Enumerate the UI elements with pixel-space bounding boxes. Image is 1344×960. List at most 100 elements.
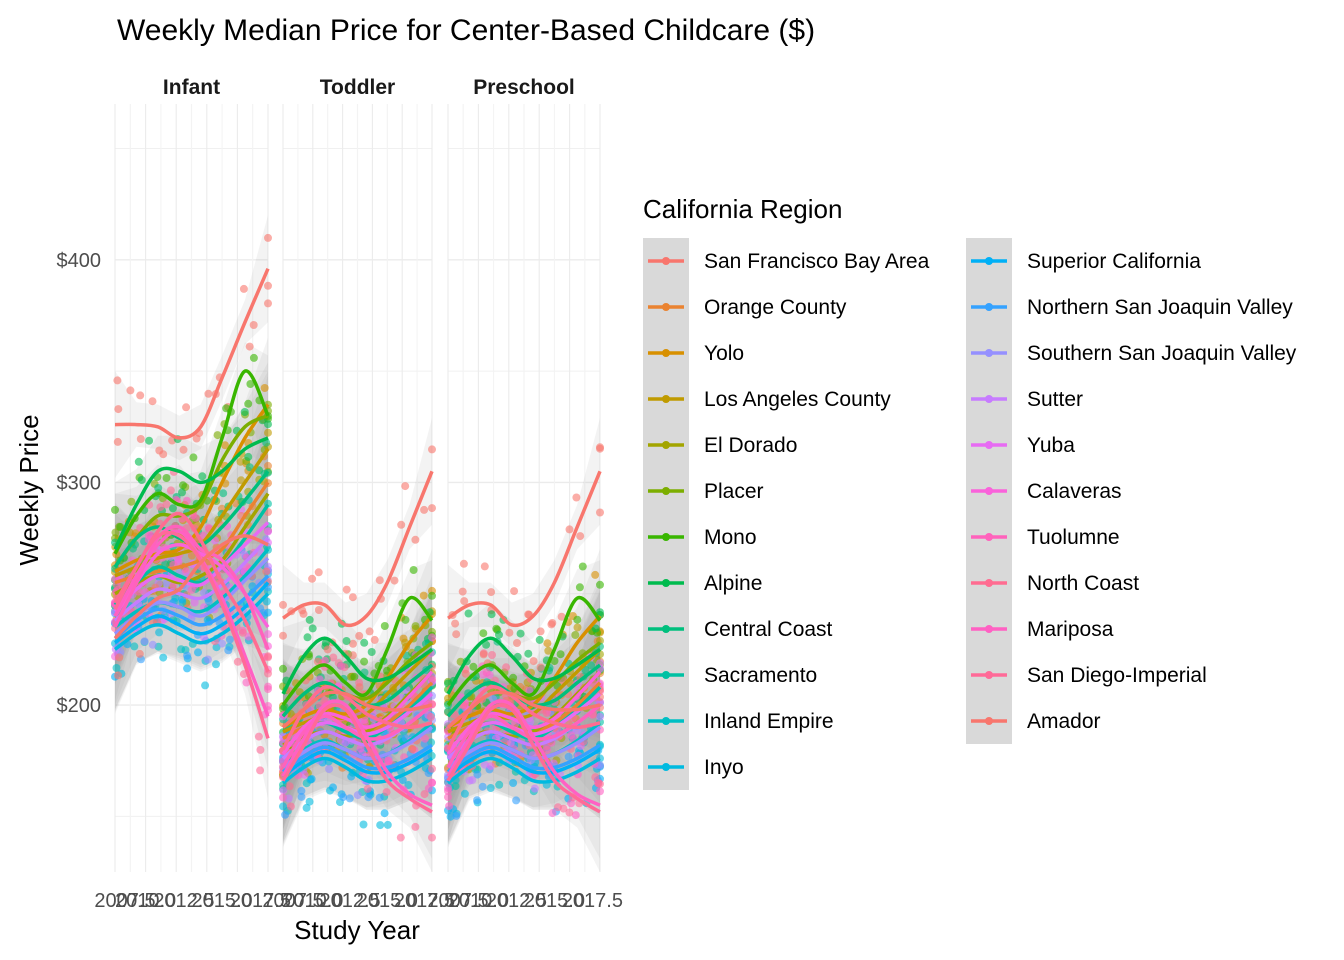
data-point	[451, 619, 460, 628]
data-point	[390, 576, 399, 585]
legend-item: San Francisco Bay Area	[643, 238, 930, 284]
data-point	[339, 793, 348, 802]
data-point	[573, 615, 582, 624]
data-point	[179, 481, 187, 490]
facet-panel-infant: Infant	[111, 76, 272, 872]
x-tick-label: 2017.5	[562, 890, 623, 912]
legend-label: Amador	[1027, 710, 1101, 733]
series-line	[281, 725, 434, 769]
legend-key-point	[985, 487, 993, 495]
legend-key-point	[662, 395, 670, 403]
data-point	[488, 651, 496, 659]
series-line	[446, 703, 601, 814]
data-point	[162, 579, 171, 588]
series-line	[281, 703, 434, 769]
data-point	[487, 610, 496, 619]
data-point	[591, 570, 600, 579]
data-point	[492, 624, 501, 633]
legend-item: Yolo	[643, 330, 744, 376]
data-point	[557, 612, 566, 621]
data-point	[529, 657, 538, 666]
data-point	[376, 821, 385, 830]
legend-key-point	[662, 763, 670, 771]
x-tick-label: 2017.5	[394, 890, 455, 912]
data-point	[145, 436, 154, 445]
series-line	[113, 548, 270, 629]
data-point	[113, 376, 122, 385]
data-point	[398, 776, 407, 784]
data-point	[536, 627, 545, 636]
legend-label: Inland Empire	[704, 710, 834, 733]
data-point	[286, 802, 295, 811]
series-line	[113, 536, 270, 622]
data-point	[397, 520, 406, 529]
data-point	[190, 598, 199, 607]
data-point	[279, 600, 287, 609]
data-point	[473, 770, 482, 779]
data-point	[264, 233, 272, 242]
data-point	[452, 811, 461, 820]
legend-item: El Dorado	[643, 422, 797, 468]
data-point	[328, 693, 337, 702]
data-point	[155, 628, 164, 637]
x-axis-title: Study Year	[294, 915, 420, 945]
y-tick-label: $300	[57, 472, 102, 494]
data-point	[240, 408, 249, 416]
legend-item: Los Angeles County	[643, 376, 891, 422]
data-point	[591, 624, 600, 633]
facet-panel-toddler: Toddler	[279, 76, 436, 872]
data-point	[264, 420, 272, 429]
data-point	[479, 629, 488, 638]
data-point	[452, 630, 461, 639]
data-point	[482, 668, 491, 677]
data-point	[264, 669, 272, 678]
data-point	[224, 646, 233, 655]
data-point	[201, 681, 210, 690]
legend-key-point	[985, 257, 993, 265]
data-point	[459, 559, 468, 568]
legend-item: North Coast	[966, 560, 1139, 606]
data-point	[113, 437, 122, 446]
y-tick-label: $400	[57, 250, 102, 272]
legend-item: Alpine	[643, 560, 762, 606]
data-point	[427, 738, 436, 747]
legend-label: Superior California	[1027, 250, 1201, 273]
data-point	[502, 663, 511, 672]
data-point	[473, 796, 481, 805]
data-point	[114, 405, 123, 414]
data-point	[249, 321, 258, 329]
data-point	[249, 353, 258, 362]
data-point	[285, 782, 294, 791]
series-line	[446, 699, 601, 807]
data-point	[130, 642, 139, 651]
data-point	[486, 784, 495, 792]
x-tick-label: 2010.0	[448, 890, 509, 912]
legend-item: Placer	[643, 468, 764, 514]
data-point	[126, 386, 135, 395]
data-point	[348, 593, 357, 602]
legend-label: Sutter	[1027, 388, 1083, 411]
legend-key-point	[985, 303, 993, 311]
series-line	[113, 529, 270, 717]
data-point	[382, 788, 391, 797]
legend: California Region San Francisco Bay Area…	[643, 194, 1297, 790]
data-point	[576, 532, 585, 541]
data-point	[213, 431, 222, 440]
data-point	[264, 299, 272, 308]
data-point	[565, 808, 574, 817]
data-point	[458, 587, 467, 596]
data-point	[596, 508, 604, 517]
series-line	[281, 756, 433, 785]
data-point	[409, 566, 418, 574]
y-axis-title: Weekly Price	[14, 414, 44, 565]
confidence-band	[448, 589, 600, 770]
data-point	[238, 628, 247, 637]
x-tick-label: 2007.5	[427, 890, 488, 912]
data-point	[596, 787, 604, 796]
confidence-band	[283, 669, 432, 821]
data-point	[575, 583, 584, 592]
data-point	[564, 752, 573, 761]
y-tick-label: $200	[57, 695, 102, 717]
data-point	[411, 535, 420, 544]
legend-key-point	[985, 625, 993, 633]
